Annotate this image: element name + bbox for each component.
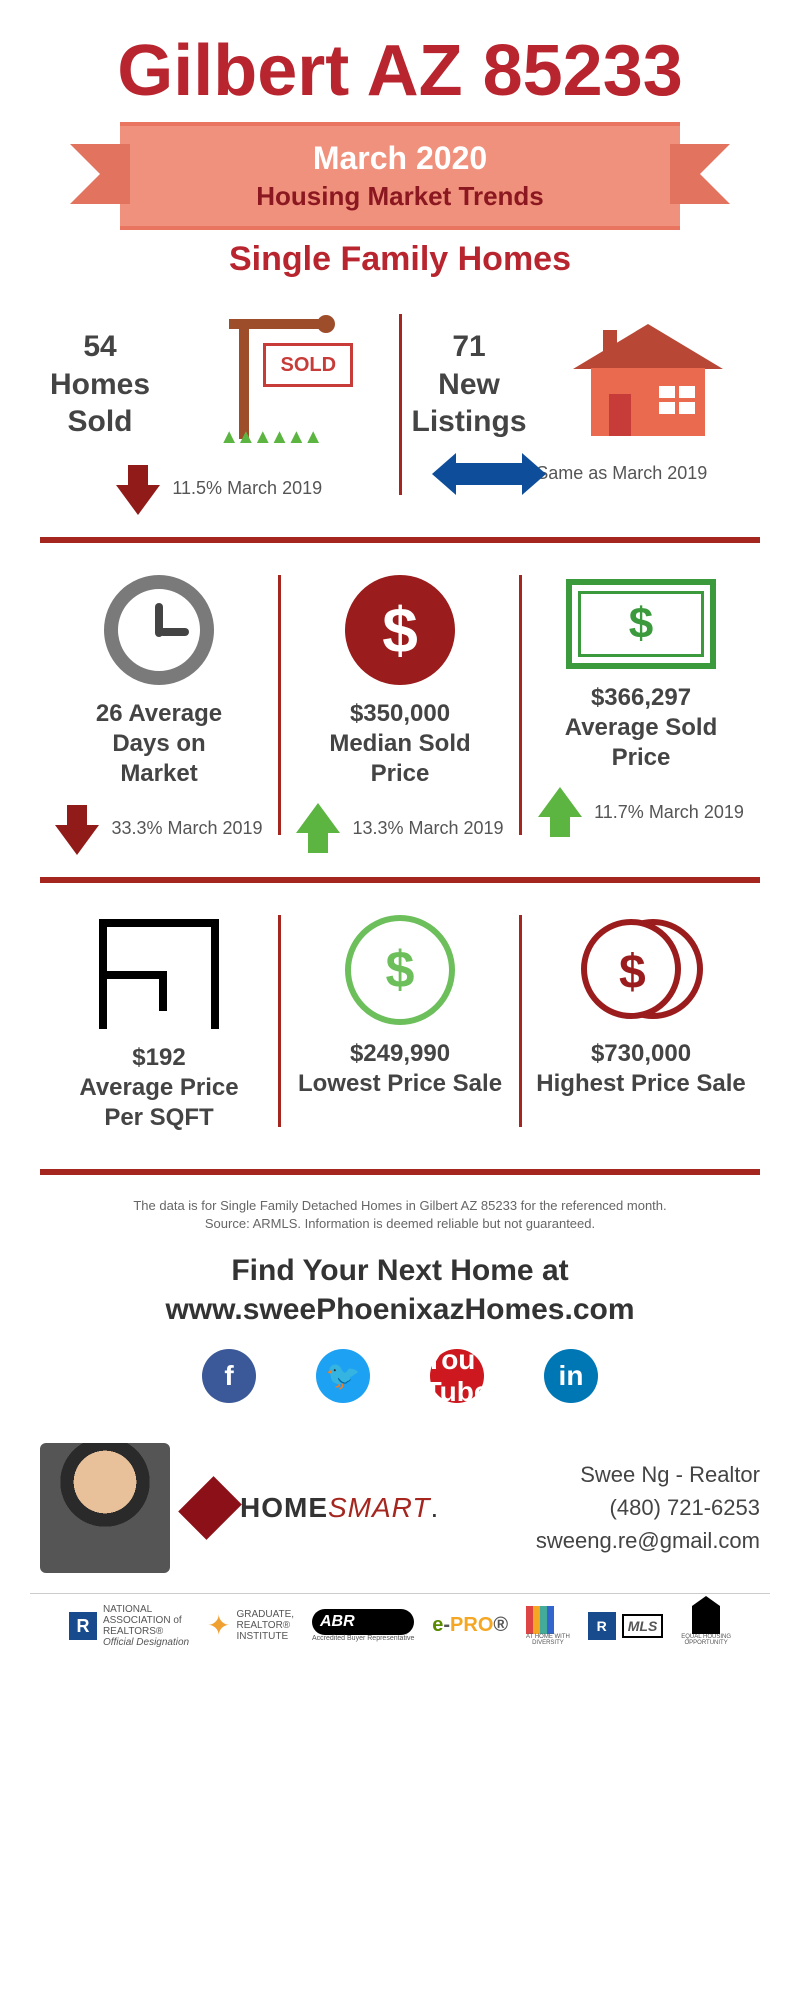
note-line2: Source: ARMLS. Information is deemed rel… bbox=[205, 1216, 595, 1231]
ribbon-line2: Housing Market Trends bbox=[120, 181, 680, 212]
stats-row-1: 54 Homes Sold SOLD ▲▲▲▲▲▲ 11.5% March 20… bbox=[0, 304, 800, 515]
gri-cert: ✦GRADUATE,REALTOR®INSTITUTE bbox=[207, 1609, 294, 1642]
new-listings-stat: 71 New Listings bbox=[412, 328, 527, 441]
house-icon bbox=[573, 324, 723, 444]
arrow-down-icon bbox=[55, 825, 99, 855]
homes-sold-value: 54 bbox=[83, 330, 116, 363]
arrow-up-icon bbox=[538, 787, 582, 817]
subtitle: Single Family Homes bbox=[0, 240, 800, 279]
arrow-down-icon bbox=[116, 485, 160, 515]
cta-line1: Find Your Next Home at bbox=[231, 1254, 568, 1287]
sqft-l3: Per SQFT bbox=[104, 1104, 213, 1131]
dollar-bill-icon: $ bbox=[566, 579, 716, 669]
mls-cert: RMLS bbox=[588, 1612, 664, 1640]
new-listings-trend: Same as March 2019 bbox=[536, 463, 707, 484]
homes-sold-cell: 54 Homes Sold SOLD ▲▲▲▲▲▲ 11.5% March 20… bbox=[40, 304, 399, 515]
avg-l2: Average Sold bbox=[565, 714, 718, 741]
hi-l2: Highest Price Sale bbox=[536, 1070, 745, 1097]
data-note: The data is for Single Family Detached H… bbox=[60, 1197, 740, 1233]
ribbon-line1: March 2020 bbox=[120, 140, 680, 177]
low-l1: $249,990 bbox=[350, 1040, 450, 1067]
average-price-cell: $ $366,297 Average Sold Price 11.7% Marc… bbox=[522, 565, 760, 855]
med-l1: $350,000 bbox=[350, 700, 450, 727]
homes-sold-trend: 11.5% March 2019 bbox=[172, 478, 322, 499]
days-on-market-stat: 26 Average Days on Market bbox=[50, 699, 268, 789]
nar-cert: RNATIONALASSOCIATION ofREALTORS®Official… bbox=[69, 1604, 189, 1648]
lowest-price-cell: $ $249,990 Lowest Price Sale bbox=[281, 905, 519, 1147]
dollar-red-icon: $ bbox=[345, 575, 455, 685]
clock-icon bbox=[104, 575, 214, 685]
low-l2: Lowest Price Sale bbox=[298, 1070, 502, 1097]
days-on-market-cell: 26 Average Days on Market 33.3% March 20… bbox=[40, 565, 278, 855]
homes-sold-label2: Sold bbox=[68, 405, 133, 438]
footer-contact: HOMESMART. Swee Ng - Realtor (480) 721-6… bbox=[0, 1433, 800, 1593]
homesmart-logo: HOMESMART. bbox=[190, 1483, 439, 1533]
epro-cert: e-PRO® bbox=[432, 1614, 508, 1637]
horizontal-divider bbox=[40, 537, 760, 543]
note-line1: The data is for Single Family Detached H… bbox=[133, 1198, 666, 1213]
contact-name: Swee Ng - Realtor bbox=[536, 1458, 760, 1491]
horizontal-divider bbox=[40, 877, 760, 883]
stats-row-3: $192 Average Price Per SQFT $ $249,990 L… bbox=[0, 905, 800, 1147]
price-sqft-stat: $192 Average Price Per SQFT bbox=[50, 1043, 268, 1133]
realtor-photo bbox=[40, 1443, 170, 1573]
date-ribbon: March 2020 Housing Market Trends bbox=[120, 122, 680, 230]
eho-cert: EQUAL HOUSINGOPPORTUNITY bbox=[681, 1606, 731, 1646]
new-listings-value: 71 bbox=[452, 330, 485, 363]
stats-row-2: 26 Average Days on Market 33.3% March 20… bbox=[0, 565, 800, 855]
abr-cert: ABRAccredited Buyer Representative bbox=[312, 1609, 414, 1642]
linkedin-icon[interactable]: in bbox=[544, 1349, 598, 1403]
homes-sold-label1: Homes bbox=[50, 368, 150, 401]
floorplan-icon bbox=[99, 919, 219, 1029]
new-listings-label1: New bbox=[438, 368, 500, 401]
avg-l1: $366,297 bbox=[591, 684, 691, 711]
dom-l1: 26 Average bbox=[96, 700, 222, 727]
horizontal-divider bbox=[40, 1169, 760, 1175]
med-l3: Price bbox=[371, 760, 430, 787]
sold-sign-text: SOLD bbox=[263, 343, 353, 387]
avg-trend: 11.7% March 2019 bbox=[594, 802, 744, 823]
average-price-stat: $366,297 Average Sold Price bbox=[532, 683, 750, 773]
med-l2: Median Sold bbox=[329, 730, 470, 757]
twitter-icon[interactable]: 🐦 bbox=[316, 1349, 370, 1403]
avg-l3: Price bbox=[612, 744, 671, 771]
facebook-icon[interactable]: f bbox=[202, 1349, 256, 1403]
sold-sign-icon: SOLD ▲▲▲▲▲▲ bbox=[209, 319, 349, 449]
highest-price-stat: $730,000 Highest Price Sale bbox=[532, 1039, 750, 1099]
homes-sold-stat: 54 Homes Sold bbox=[50, 328, 150, 441]
contact-phone: (480) 721-6253 bbox=[536, 1491, 760, 1524]
page-title: Gilbert AZ 85233 bbox=[0, 30, 800, 112]
new-listings-label2: Listings bbox=[412, 405, 527, 438]
median-price-stat: $350,000 Median Sold Price bbox=[291, 699, 509, 789]
new-listings-cell: 71 New Listings Same as March 2019 bbox=[402, 304, 761, 515]
sqft-l1: $192 bbox=[132, 1044, 185, 1071]
cta-text: Find Your Next Home at www.sweePhoenixaz… bbox=[0, 1251, 800, 1329]
youtube-icon[interactable]: YouTube bbox=[430, 1349, 484, 1403]
cta-line2: www.sweePhoenixazHomes.com bbox=[165, 1293, 634, 1326]
arrow-up-icon bbox=[296, 803, 340, 833]
dom-l3: Market bbox=[120, 760, 197, 787]
sqft-l2: Average Price bbox=[79, 1074, 238, 1101]
dollar-coins-icon: $ bbox=[581, 915, 701, 1025]
median-price-cell: $ $350,000 Median Sold Price 13.3% March… bbox=[281, 565, 519, 855]
dom-trend: 33.3% March 2019 bbox=[111, 818, 262, 839]
certifications-row: RNATIONALASSOCIATION ofREALTORS®Official… bbox=[30, 1593, 770, 1678]
dom-l2: Days on bbox=[112, 730, 205, 757]
med-trend: 13.3% March 2019 bbox=[352, 818, 503, 839]
lowest-price-stat: $249,990 Lowest Price Sale bbox=[291, 1039, 509, 1099]
social-icons: f 🐦 YouTube in bbox=[0, 1349, 800, 1403]
contact-info: Swee Ng - Realtor (480) 721-6253 sweeng.… bbox=[536, 1458, 760, 1557]
dollar-green-icon: $ bbox=[345, 915, 455, 1025]
hi-l1: $730,000 bbox=[591, 1040, 691, 1067]
contact-email: sweeng.re@gmail.com bbox=[536, 1524, 760, 1557]
highest-price-cell: $ $730,000 Highest Price Sale bbox=[522, 905, 760, 1147]
arrow-same-icon bbox=[454, 463, 524, 485]
price-sqft-cell: $192 Average Price Per SQFT bbox=[40, 905, 278, 1147]
diversity-cert: AT HOME WITHDIVERSITY bbox=[526, 1606, 570, 1646]
